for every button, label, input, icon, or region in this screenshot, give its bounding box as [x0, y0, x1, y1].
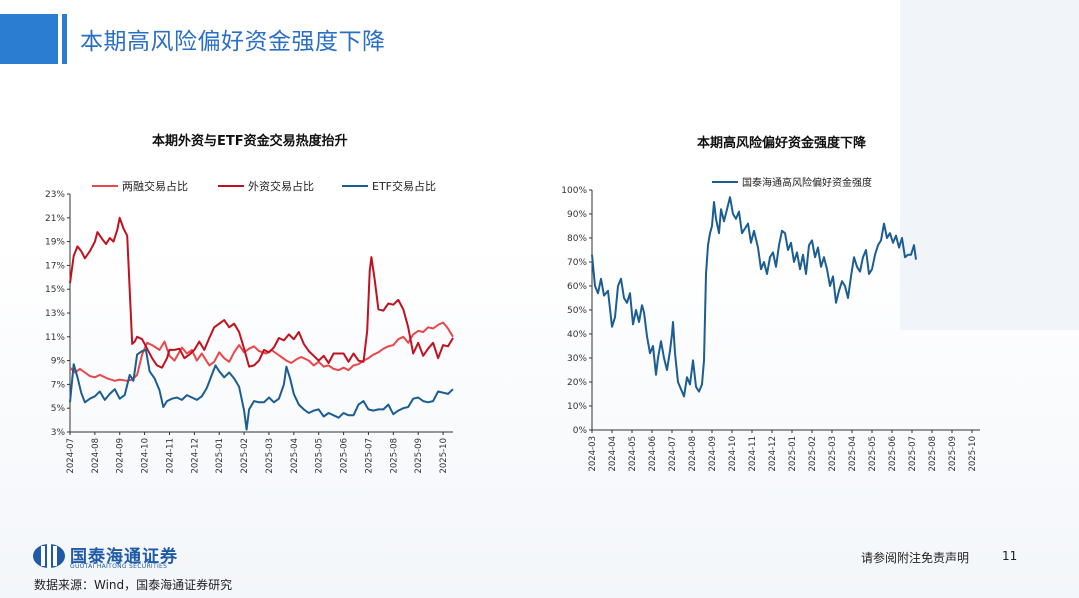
right-chart-x-tick-label: 2024-06 — [648, 436, 658, 472]
left-chart-x-tick-label: 2025-01 — [215, 438, 225, 474]
right-chart-y-tick-label: 60% — [567, 282, 587, 292]
right-chart-x-tick-label: 2024-10 — [728, 436, 738, 472]
left-chart-y-tick-label: 23% — [45, 190, 65, 200]
right-chart-y-tick-label: 80% — [567, 234, 587, 244]
left-chart-series-line-2 — [69, 216, 454, 369]
left-chart-x-tick-label: 2024-08 — [91, 438, 101, 474]
left-chart-x-tick-label: 2024-07 — [66, 438, 76, 474]
page-number: 11 — [1002, 549, 1018, 563]
left-chart-x-tick-label: 2024-10 — [141, 438, 151, 474]
left-chart-x-tick-label: 2024-11 — [165, 438, 175, 474]
right-chart-x-tick-label: 2024-09 — [708, 436, 718, 472]
right-chart-y-tick-label: 100% — [561, 186, 587, 196]
right-chart-x-tick-label: 2025-07 — [908, 436, 918, 472]
right-chart-y-tick-label: 20% — [567, 378, 587, 388]
right-chart-x-tick-label: 2024-12 — [768, 436, 778, 472]
data-source-note: 数据来源：Wind，国泰海通证券研究 — [34, 578, 233, 592]
right-chart-x-tick-label: 2024-03 — [588, 436, 598, 472]
left-chart-x-tick-label: 2024-09 — [116, 438, 126, 474]
right-chart-x-tick-label: 2025-04 — [848, 436, 858, 472]
left-chart-y-tick-label: 3% — [51, 428, 66, 438]
right-chart-y-tick-label: 40% — [567, 330, 587, 340]
disclaimer-link[interactable]: 请参阅附注免责声明 — [861, 551, 970, 565]
right-chart-y-tick-label: 0% — [573, 426, 588, 436]
left-chart-y-tick-label: 7% — [51, 380, 66, 390]
right-chart-x-tick-label: 2025-06 — [888, 436, 898, 472]
left-chart-y-tick-label: 21% — [45, 214, 65, 224]
left-chart-legend-label-1: 两融交易占比 — [122, 179, 188, 193]
left-chart-y-tick-label: 17% — [45, 261, 65, 271]
right-chart-x-tick-label: 2024-04 — [608, 436, 618, 472]
page-title: 本期高风险偏好资金强度下降 — [80, 29, 386, 55]
left-chart-x-tick-label: 2025-10 — [439, 438, 449, 474]
right-chart: 0% 10% 20% 30% 40% 50% 60% 70% 80% 90% 100% 2024-03… — [561, 176, 980, 472]
left-chart-x-tick-label: 2025-06 — [340, 438, 350, 474]
left-chart-y-tick-label: 11% — [45, 333, 65, 343]
right-chart-y-tick-label: 90% — [567, 210, 587, 220]
right-chart-title: 本期高风险偏好资金强度下降 — [697, 136, 867, 151]
left-chart-series-line-3 — [69, 348, 454, 431]
left-chart-x-tick-label: 2025-03 — [265, 438, 275, 474]
left-chart-x-tick-label: 2025-05 — [315, 438, 325, 474]
right-chart-x-tick-label: 2024-11 — [748, 436, 758, 472]
left-chart-title: 本期外资与ETF资金交易热度抬升 — [152, 134, 348, 149]
left-chart-x-tick-label: 2025-07 — [364, 438, 374, 474]
right-chart-x-tick-label: 2024-05 — [628, 436, 638, 472]
left-chart-y-tick-label: 5% — [51, 404, 66, 414]
left-chart-x-tick-label: 2025-04 — [290, 438, 300, 474]
left-chart-y-tick-label: 9% — [51, 357, 66, 367]
header-accent-stripe — [62, 14, 67, 64]
background-decoration — [900, 0, 1079, 330]
right-chart-y-tick-label: 10% — [567, 402, 587, 412]
right-chart-x-tick-label: 2025-05 — [868, 436, 878, 472]
right-chart-y-tick-label: 70% — [567, 258, 587, 268]
left-chart-x-tick-label: 2025-02 — [240, 438, 250, 474]
logo-subtitle: GUOTAI HAITONG SECURITIES — [70, 563, 168, 570]
header-accent-bar — [0, 14, 58, 64]
right-chart-legend-label-1: 国泰海通高风险偏好资金强度 — [742, 176, 872, 189]
left-chart-y-tick-label: 13% — [45, 309, 65, 319]
left-chart-y-tick-label: 19% — [45, 238, 65, 248]
guotai-haitong-logo-icon — [33, 544, 65, 568]
logo-text: 国泰海通证券 — [70, 547, 178, 567]
left-chart-legend-label-3: ETF交易占比 — [372, 179, 436, 193]
left-chart: 3% 5% 7% 9% 11% 13% 15% 17% 19% 21% 23% 2024-07 2024… — [45, 179, 454, 474]
right-chart-x-tick-label: 2025-01 — [788, 436, 798, 472]
right-chart-x-tick-label: 2024-07 — [668, 436, 678, 472]
right-chart-series-line-1 — [591, 196, 917, 398]
left-chart-y-tick-label: 15% — [45, 285, 65, 295]
left-chart-x-tick-label: 2024-12 — [190, 438, 200, 474]
right-chart-x-tick-label: 2025-08 — [928, 436, 938, 472]
right-chart-y-tick-label: 50% — [567, 306, 587, 316]
right-chart-x-tick-label: 2025-02 — [808, 436, 818, 472]
left-chart-x-tick-label: 2025-08 — [389, 438, 399, 474]
left-chart-legend-label-2: 外资交易占比 — [248, 179, 314, 193]
right-chart-x-tick-label: 2025-10 — [968, 436, 978, 472]
left-chart-x-tick-label: 2025-09 — [414, 438, 424, 474]
right-chart-y-tick-label: 30% — [567, 354, 587, 364]
right-chart-x-tick-label: 2025-09 — [948, 436, 958, 472]
left-chart-series-line-1 — [69, 321, 454, 382]
right-chart-x-tick-label: 2024-08 — [688, 436, 698, 472]
right-chart-x-tick-label: 2025-03 — [828, 436, 838, 472]
